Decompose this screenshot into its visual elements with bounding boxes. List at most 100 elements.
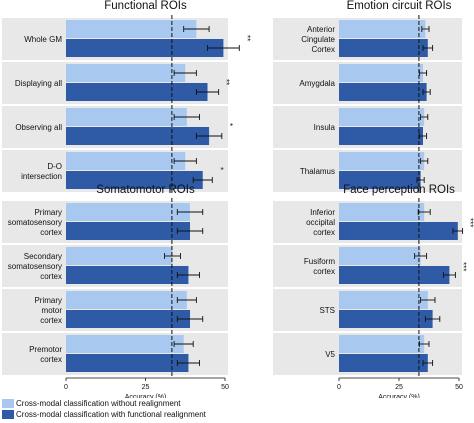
category-label: Inferior: [310, 208, 335, 217]
category-label: STS: [319, 306, 335, 315]
category-label: V5: [325, 350, 335, 359]
category-label: Amygdala: [299, 79, 335, 88]
bar-with-realignment: [66, 354, 189, 372]
bar-with-realignment: [66, 83, 208, 101]
legend-item-without-realignment: Cross-modal classification without reali…: [2, 398, 302, 409]
category-label: Whole GM: [24, 35, 62, 44]
category-label: Primary: [34, 296, 62, 305]
category-label: somatosensory: [8, 218, 62, 227]
legend-swatch-with: [2, 410, 14, 419]
bar-without-realignment: [66, 335, 184, 353]
category-label: Primary: [34, 208, 62, 217]
significance-marker: *: [225, 123, 234, 126]
bar-without-realignment: [339, 203, 425, 221]
bar-without-realignment: [66, 64, 186, 82]
category-group: Displaying all **: [2, 62, 231, 104]
x-tick-label: 25: [142, 384, 150, 391]
bar-with-realignment: [339, 222, 458, 240]
category-group: V5: [273, 333, 462, 375]
category-label: Fusiform: [304, 257, 335, 266]
bar-without-realignment: [339, 152, 425, 170]
panel-3: Face perception ROIsInferioroccipitalcor…: [273, 184, 474, 398]
category-label: cortex: [40, 355, 62, 364]
significance-marker: **: [222, 79, 231, 85]
bar-without-realignment: [339, 335, 425, 353]
bar-without-realignment: [66, 152, 186, 170]
category-label: motor: [42, 306, 63, 315]
bar-with-realignment: [66, 171, 203, 189]
category-label: Insula: [314, 123, 336, 132]
category-label: Anterior: [307, 25, 335, 34]
bar-with-realignment: [66, 266, 189, 284]
bar-without-realignment: [339, 20, 426, 38]
x-tick-label: 50: [221, 384, 229, 391]
bar-with-realignment: [66, 222, 191, 240]
bar-without-realignment: [339, 247, 421, 265]
x-tick-label: 25: [395, 384, 403, 391]
panel-title: Functional ROIs: [104, 0, 187, 12]
significance-marker: ***: [466, 218, 474, 227]
category-label: cortex: [40, 272, 62, 281]
bar-without-realignment: [66, 20, 197, 38]
legend: Cross-modal classification without reali…: [2, 398, 302, 420]
bar-with-realignment: [339, 354, 428, 372]
category-label: cortex: [40, 228, 62, 237]
category-group: Whole GM **: [2, 18, 251, 60]
x-tick-label: 50: [455, 384, 463, 391]
bar-with-realignment: [66, 310, 191, 328]
category-label: somatosensory: [8, 262, 62, 271]
bar-with-realignment: [339, 266, 450, 284]
significance-marker: *: [215, 167, 224, 170]
significance-marker: **: [242, 35, 251, 41]
x-tick-label: 0: [337, 384, 341, 391]
bar-without-realignment: [339, 64, 423, 82]
significance-marker: ***: [458, 262, 467, 271]
panel-title: Face perception ROIs: [343, 184, 455, 196]
category-label: cortex: [40, 316, 62, 325]
bar-with-realignment: [339, 310, 433, 328]
category-label: Displaying all: [15, 79, 62, 88]
category-label: occipital: [306, 218, 335, 227]
category-label: cortex: [313, 267, 335, 276]
x-axis-label: Accuracy (%): [378, 394, 420, 398]
x-axis-label: Accuracy (%): [125, 394, 167, 398]
bar-without-realignment: [339, 291, 428, 309]
bar-with-realignment: [66, 127, 210, 145]
bar-without-realignment: [339, 108, 425, 126]
bar-without-realignment: [66, 247, 173, 265]
legend-item-with-realignment: Cross-modal classification with function…: [2, 409, 302, 420]
bar-with-realignment: [66, 39, 224, 57]
category-group: Observing all *: [2, 106, 234, 148]
bar-with-realignment: [339, 83, 427, 101]
category-label: Secondary: [24, 252, 62, 261]
x-tick-label: 0: [64, 384, 68, 391]
category-label: intersection: [21, 172, 62, 181]
legend-swatch-without: [2, 399, 14, 408]
category-label: Cortex: [311, 45, 335, 54]
bar-without-realignment: [66, 203, 191, 221]
category-label: cortex: [313, 228, 335, 237]
legend-label-without: Cross-modal classification without reali…: [16, 399, 181, 408]
category-label: D-O: [47, 162, 62, 171]
category-group: Amygdala: [273, 62, 462, 104]
category-label: Thalamus: [300, 167, 335, 176]
category-group: STS: [273, 289, 462, 331]
category-group: Thalamus: [273, 150, 462, 192]
panel-2: Somatomotor ROIsPrimarysomatosensorycort…: [2, 184, 229, 398]
bar-without-realignment: [66, 291, 187, 309]
bar-with-realignment: [339, 171, 421, 189]
legend-label-with: Cross-modal classification with function…: [16, 410, 206, 419]
category-label: Observing all: [15, 123, 62, 132]
bar-without-realignment: [66, 108, 187, 126]
panel-1: Emotion circuit ROIs AnteriorCingulateCor…: [273, 0, 462, 193]
